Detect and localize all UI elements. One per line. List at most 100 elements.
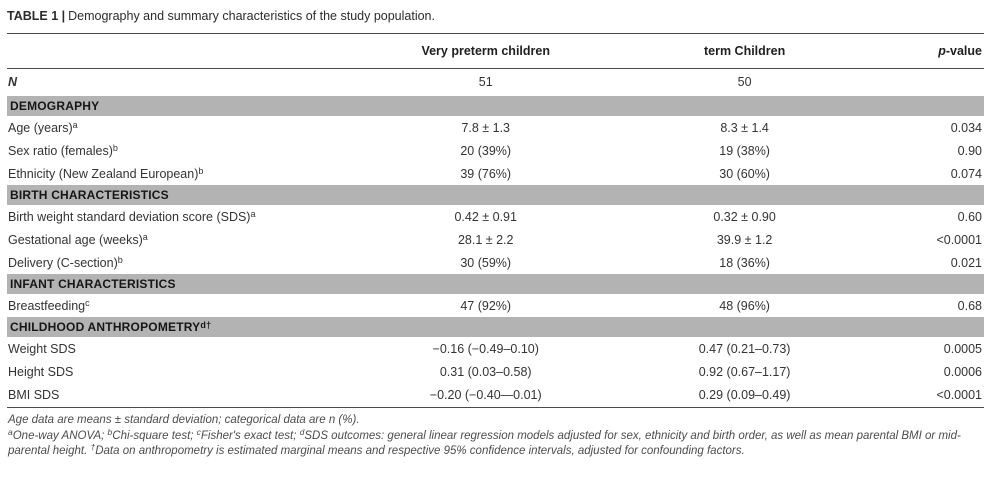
footnote-text: Data on anthropometry is estimated margi… [95,445,745,457]
row-label: Age (years) [8,120,73,135]
summary-table: Very preterm children term Children p-va… [7,34,984,406]
header-p-value: p-value [896,34,984,69]
footnote-tests: aOne-way ANOVA; bChi-square test; cFishe… [8,427,982,459]
header-empty-cell [7,34,379,69]
p-value-rest: -value [945,43,982,58]
p-value-cell: 0.90 [957,143,982,158]
very-preterm-value-cell: 28.1 ± 2.2 [457,232,514,247]
row-label-superscript: a [72,119,78,130]
section-header-superscript: d† [200,320,212,330]
row-label-cell: N [7,68,378,96]
section-header-row: DEMOGRAPHY [7,96,984,116]
term-value-cell: 50 [737,75,752,90]
section-header-label: DEMOGRAPHY [10,99,100,113]
row-label: N [8,75,18,90]
p-value-cell: 0.021 [950,255,982,270]
very-preterm-value-cell: 0.42 ± 0.91 [454,209,517,224]
footnote-text: SDS outcomes: general linear regression … [8,430,961,457]
row-label-cell: Gestational age (weeks)a [7,228,378,251]
p-value-cell [896,68,984,96]
row-label-cell: BMI SDS [7,383,378,406]
footnote-text: Fisher's exact test; [200,430,300,442]
p-value-cell: 0.0006 [943,364,982,379]
row-label: Height SDS [8,364,74,379]
header-row: Very preterm children term Children p-va… [7,34,984,69]
section-header-row: CHILDHOOD ANTHROPOMETRYd† [7,317,984,337]
row-label-cell: Delivery (C-section)b [7,251,378,274]
section-header-cell: DEMOGRAPHY [7,96,984,116]
table-row: N 51 50 [7,68,984,96]
row-label: Ethnicity (New Zealand European) [8,166,199,181]
p-value-cell: 0.68 [957,298,982,313]
table-row: Birth weight standard deviation score (S… [7,205,984,228]
header-term: term Children [593,34,897,69]
footnote-text: Chi-square test; [112,430,197,442]
row-label-cell: Height SDS [7,360,378,383]
very-preterm-value-cell: −0.16 (−0.49–0.10) [432,341,539,356]
row-label-superscript: a [250,208,256,219]
very-preterm-value-cell: 51 [478,75,493,90]
row-label-superscript: b [117,254,123,265]
table-header: Very preterm children term Children p-va… [7,34,984,69]
p-value-cell: 0.0005 [943,341,982,356]
term-value-cell: 0.92 (0.67–1.17) [698,364,791,379]
section-header-cell: INFANT CHARACTERISTICS [7,274,984,294]
section-header-label: INFANT CHARACTERISTICS [10,277,176,291]
section-header-label: BIRTH CHARACTERISTICS [10,188,169,202]
row-label: Sex ratio (females) [8,143,113,158]
section-header-label: CHILDHOOD ANTHROPOMETRY [10,320,201,334]
table-row: Gestational age (weeks)a 28.1 ± 2.2 39.9 ±… [7,228,984,251]
p-value-cell: 0.074 [950,166,982,181]
row-label-cell: Sex ratio (females)b [7,139,378,162]
header-very-preterm: Very preterm children [378,34,594,69]
row-label-cell: Birth weight standard deviation score (S… [7,205,378,228]
footnote-marker: b [107,427,113,437]
very-preterm-value-cell: 0.31 (0.03–0.58) [439,364,532,379]
footer-rule [7,407,984,408]
footnote-marker: a [8,427,13,437]
p-value-cell: <0.0001 [936,387,982,402]
section-header-row: INFANT CHARACTERISTICS [7,274,984,294]
footnote-general: Age data are means ± standard deviation;… [8,414,360,426]
term-value-cell: 39.9 ± 1.2 [716,232,773,247]
row-label-superscript: c [85,297,90,308]
table-row: Weight SDS −0.16 (−0.49–0.10) 0.47 (0.21–0… [7,337,984,360]
row-label: BMI SDS [8,387,60,402]
section-header-cell: CHILDHOOD ANTHROPOMETRYd† [7,317,984,337]
row-label-superscript: b [198,165,204,176]
table-body: N 51 50 DEMOGRAPHY Age (years)a 7.8 ± 1.3 8.3 … [7,68,984,406]
table-row: Delivery (C-section)b 30 (59%) 18 (36%) 0.0… [7,251,984,274]
table-row: Breastfeedingc 47 (92%) 48 (96%) 0.68 [7,294,984,317]
table-row: Ethnicity (New Zealand European)b 39 (76%… [7,162,984,185]
term-value-cell: 48 (96%) [719,298,770,313]
row-label-superscript: a [142,231,148,242]
row-label-superscript: b [112,142,118,153]
term-value-cell: 8.3 ± 1.4 [720,120,769,135]
p-value-cell: <0.0001 [936,232,982,247]
very-preterm-value-cell: 30 (59%) [460,255,512,270]
term-value-cell: 0.32 ± 0.90 [713,209,776,224]
term-value-cell: 0.29 (0.09–0.49) [698,387,791,402]
row-label-cell: Ethnicity (New Zealand European)b [7,162,378,185]
table-caption: Demography and summary characteristics o… [68,9,435,23]
term-value-cell: 0.47 (0.21–0.73) [698,341,791,356]
very-preterm-value-cell: 7.8 ± 1.3 [461,120,510,135]
table-row: BMI SDS −0.20 (−0.40—0.01) 0.29 (0.09–0.49… [7,383,984,406]
term-value-cell: 30 (60%) [719,166,770,181]
row-label: Birth weight standard deviation score (S… [8,209,251,224]
table-figure: TABLE 1 | Demography and summary characte… [7,9,984,459]
table-row: Age (years)a 7.8 ± 1.3 8.3 ± 1.4 0.034 [7,116,984,139]
very-preterm-value-cell: 39 (76%) [460,166,512,181]
row-label: Delivery (C-section) [8,255,118,270]
term-value-cell: 18 (36%) [719,255,770,270]
footnotes: Age data are means ± standard deviation;… [7,408,984,459]
footnote-marker: † [90,442,96,452]
row-label: Weight SDS [8,341,76,356]
top-rule [7,33,984,34]
row-label: Breastfeeding [8,298,86,313]
p-value-cell: 0.60 [957,209,982,224]
p-value-cell: 0.034 [950,120,982,135]
very-preterm-value-cell: 20 (39%) [460,143,512,158]
table-number-label: TABLE 1 | [7,9,66,23]
footnote-text: One-way ANOVA; [12,430,108,442]
